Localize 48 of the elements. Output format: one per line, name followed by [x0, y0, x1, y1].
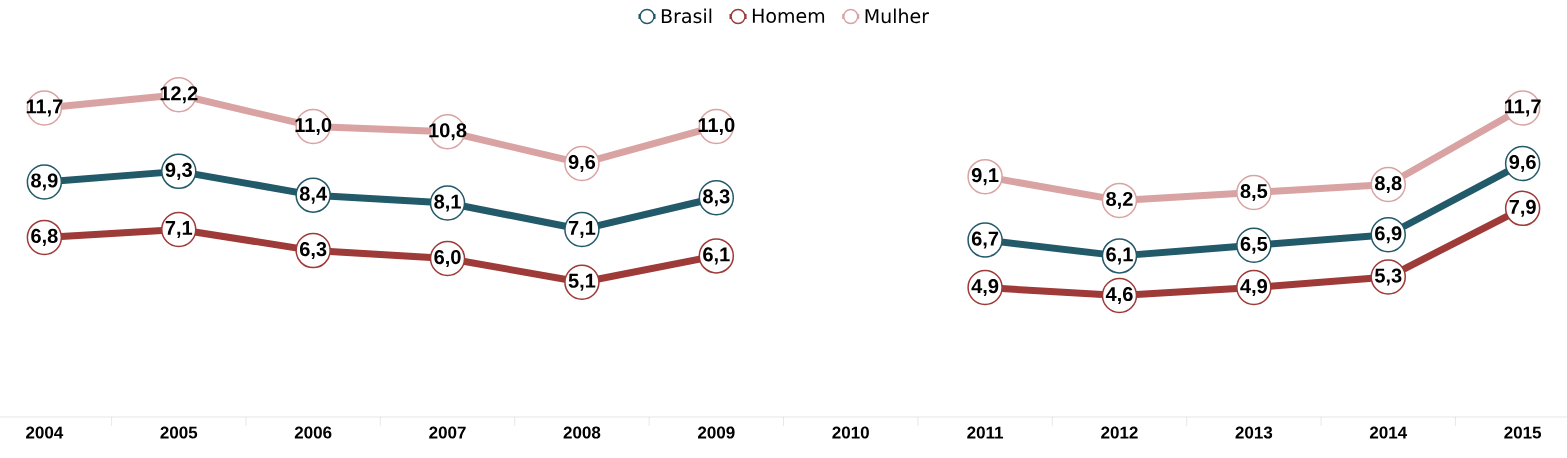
x-tick-label: 2007: [429, 426, 466, 439]
data-label: 6,7: [971, 231, 999, 249]
data-label: 8,2: [1106, 191, 1133, 209]
data-label: 6,1: [1106, 247, 1133, 265]
x-tick-label: 2011: [967, 426, 1004, 439]
data-label: 9,3: [165, 162, 192, 180]
data-label: 4,6: [1105, 286, 1133, 305]
legend-label: Brasil: [661, 8, 712, 24]
data-label: 8,9: [31, 173, 58, 191]
data-label: 7,9: [1509, 199, 1536, 217]
data-label: 8,3: [703, 189, 730, 207]
data-label: 6,8: [31, 228, 58, 246]
data-label: 6,1: [703, 247, 730, 265]
data-label: 4,9: [1240, 279, 1268, 297]
data-label: 8,1: [434, 194, 461, 212]
data-label: 11,7: [26, 99, 63, 117]
data-label: 9,6: [1509, 154, 1536, 172]
data-label: 6,3: [299, 242, 327, 260]
data-label: 8,5: [1240, 183, 1268, 202]
data-label: 12,2: [160, 86, 198, 104]
data-label: 7,1: [568, 221, 596, 238]
data-label: 10,8: [429, 123, 467, 141]
legend-label: Homem: [752, 8, 825, 23]
data-label: 5,3: [1374, 268, 1402, 286]
data-label: 9,1: [971, 168, 999, 186]
legend-label: Mulher: [865, 8, 930, 24]
data-label: 11,0: [698, 117, 735, 135]
data-label: 4,9: [971, 279, 999, 297]
x-tick-label: 2004: [26, 426, 64, 439]
x-tick-label: 2014: [1369, 426, 1408, 439]
data-label: 6,9: [1375, 226, 1402, 244]
data-label: 11,0: [295, 117, 332, 135]
x-tick-label: 2012: [1101, 426, 1138, 439]
data-label: 8,8: [1374, 176, 1402, 194]
x-tick-label: 2005: [160, 426, 198, 439]
data-label: 9,6: [568, 154, 596, 172]
x-tick-label: 2015: [1504, 426, 1542, 439]
x-tick-label: 2006: [294, 426, 332, 439]
data-label: 5,1: [568, 273, 596, 291]
x-tick-label: 2009: [698, 426, 735, 439]
data-label: 6,5: [1240, 236, 1268, 254]
data-label: 8,4: [299, 186, 327, 204]
x-tick-label: 2010: [832, 426, 869, 439]
data-label: 7,1: [165, 221, 193, 238]
x-tick-label: 2013: [1235, 426, 1273, 439]
x-tick-label: 2008: [563, 426, 601, 439]
data-label: 11,7: [1504, 99, 1541, 117]
data-label: 6,0: [434, 250, 461, 268]
